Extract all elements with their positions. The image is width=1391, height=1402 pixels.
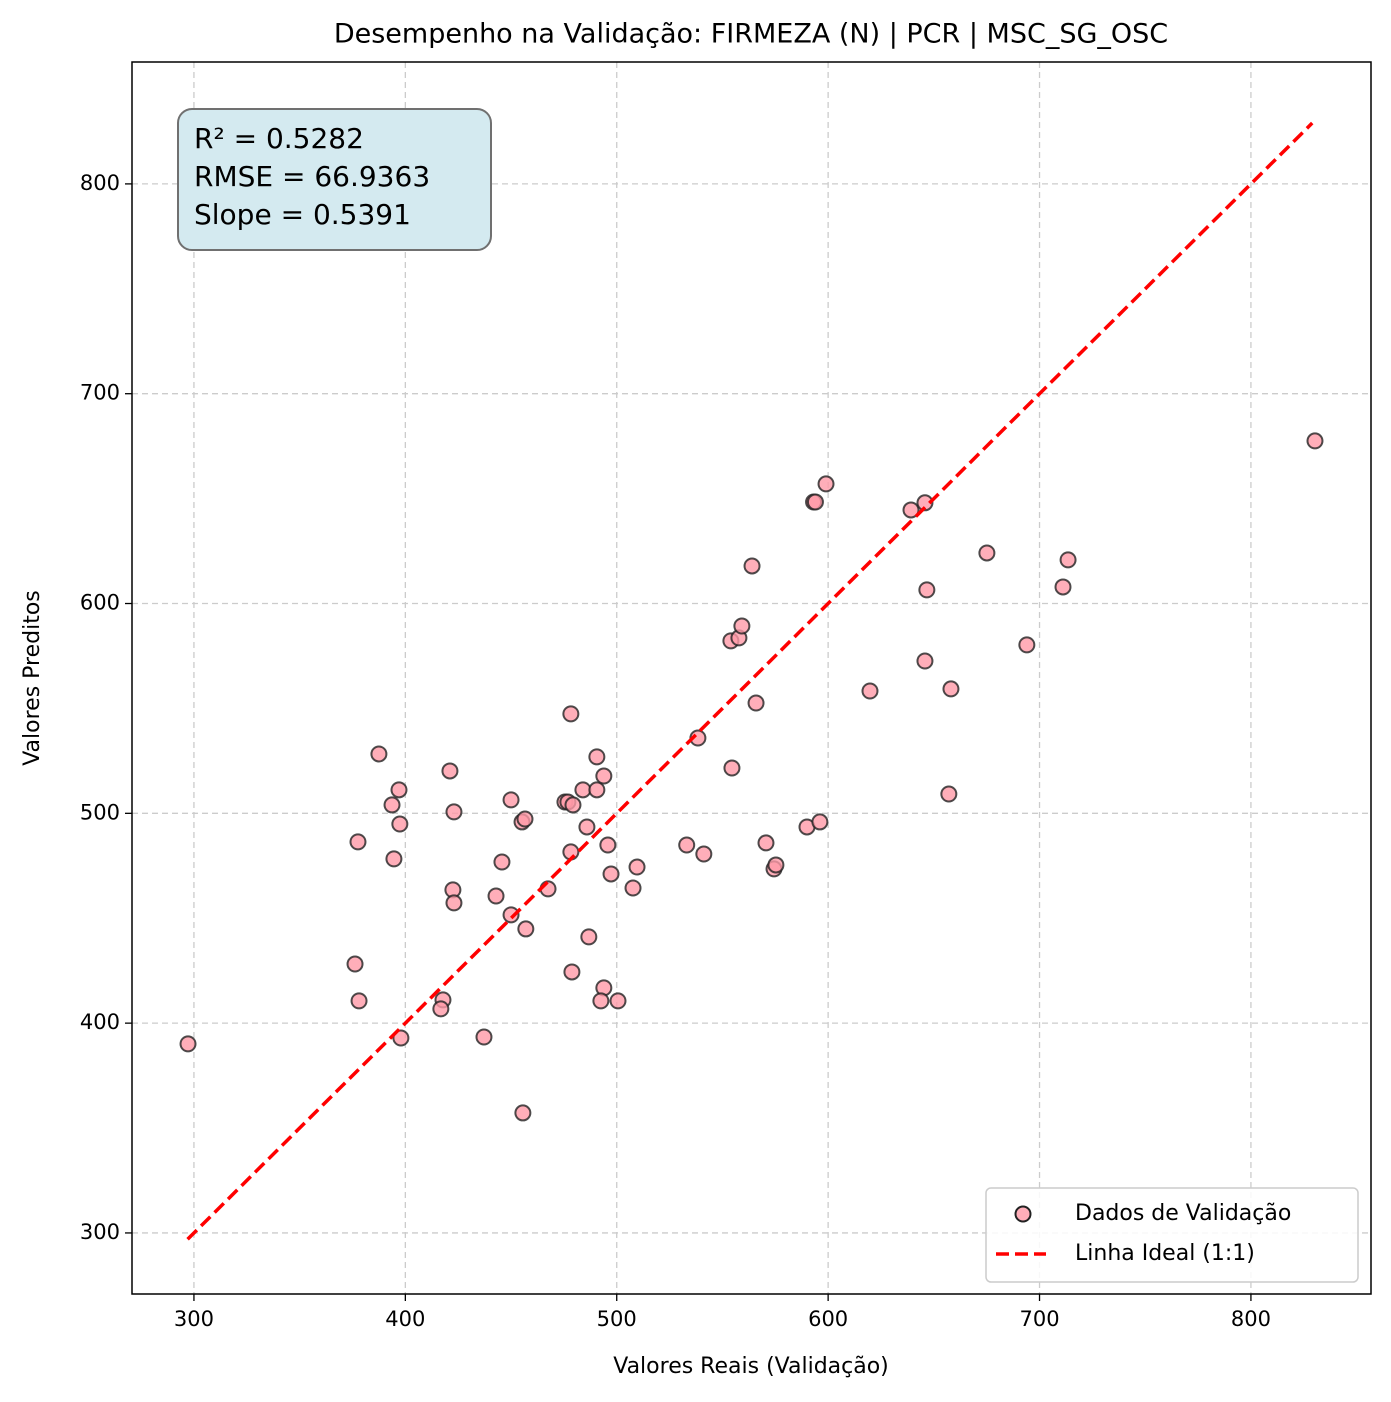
y-tick-label: 600 (80, 591, 120, 615)
data-point (695, 845, 713, 863)
data-point (902, 501, 920, 519)
data-point (602, 865, 620, 883)
data-point (475, 1028, 493, 1046)
data-point (806, 493, 824, 511)
data-point (441, 762, 459, 780)
data-point (383, 796, 401, 814)
data-point (723, 759, 741, 777)
data-point (978, 544, 996, 562)
x-tick-label: 700 (1019, 1307, 1059, 1331)
data-point (628, 858, 646, 876)
ideal-line (186, 121, 1314, 1241)
data-point (743, 557, 761, 575)
legend-label: Dados de Validação (1075, 1201, 1291, 1226)
x-tick-label: 600 (808, 1307, 848, 1331)
y-tick-label: 700 (80, 381, 120, 405)
data-point (1059, 551, 1077, 569)
data-point (767, 856, 785, 874)
data-point (516, 810, 534, 828)
data-point (916, 494, 934, 512)
data-point (370, 745, 388, 763)
legend-marker (1014, 1205, 1032, 1223)
chart-title: Desempenho na Validação: FIRMEZA (N) | P… (334, 19, 1168, 50)
data-point (592, 992, 610, 1010)
y-tick-label: 300 (80, 1220, 120, 1244)
x-tick-label: 800 (1231, 1307, 1271, 1331)
legend-label: Linha Ideal (1:1) (1075, 1241, 1255, 1266)
data-point (349, 833, 367, 851)
plot-frame (131, 61, 1372, 1295)
stats-box (177, 108, 492, 251)
data-point (588, 748, 606, 766)
data-point (588, 781, 606, 799)
data-point (595, 767, 613, 785)
data-point (817, 475, 835, 493)
data-point (346, 955, 364, 973)
data-point (733, 617, 751, 635)
data-point (502, 791, 520, 809)
legend-box (985, 1187, 1359, 1283)
stats-text: RMSE = 66.9363 (194, 160, 430, 193)
data-point (578, 818, 596, 836)
data-point (517, 920, 535, 938)
y-tick-label: 500 (80, 800, 120, 824)
data-point (350, 992, 368, 1010)
data-point (563, 963, 581, 981)
data-point (624, 879, 642, 897)
data-point (747, 694, 765, 712)
data-point (574, 781, 592, 799)
data-point (390, 781, 408, 799)
y-tick-label: 400 (80, 1010, 120, 1034)
x-tick-label: 400 (385, 1307, 425, 1331)
data-point (179, 1035, 197, 1053)
data-point (391, 815, 409, 833)
data-point (493, 853, 511, 871)
x-axis-label: Valores Reais (Validação) (613, 1354, 889, 1379)
data-point (918, 581, 936, 599)
data-point (1018, 636, 1036, 654)
data-point (1054, 578, 1072, 596)
data-point (609, 992, 627, 1010)
x-tick-label: 300 (174, 1307, 214, 1331)
data-point (514, 1104, 532, 1122)
data-point (487, 887, 505, 905)
data-point (445, 894, 463, 912)
stats-text: Slope = 0.5391 (194, 198, 411, 231)
data-point (811, 813, 829, 831)
stats-text: R² = 0.5282 (194, 122, 364, 155)
data-point (580, 928, 598, 946)
y-axis-label: Valores Preditos (20, 590, 45, 766)
x-tick-label: 500 (597, 1307, 637, 1331)
data-point (445, 803, 463, 821)
data-point (392, 1029, 410, 1047)
data-point (599, 836, 617, 854)
data-point (385, 850, 403, 868)
data-point (942, 680, 960, 698)
data-point (916, 652, 934, 670)
data-point (562, 705, 580, 723)
y-tick-label: 800 (80, 171, 120, 195)
data-point (1306, 432, 1324, 450)
data-point (757, 834, 775, 852)
data-point (861, 682, 879, 700)
data-point (678, 836, 696, 854)
data-point (940, 785, 958, 803)
data-point (502, 906, 520, 924)
data-point (432, 1000, 450, 1018)
data-point (564, 796, 582, 814)
